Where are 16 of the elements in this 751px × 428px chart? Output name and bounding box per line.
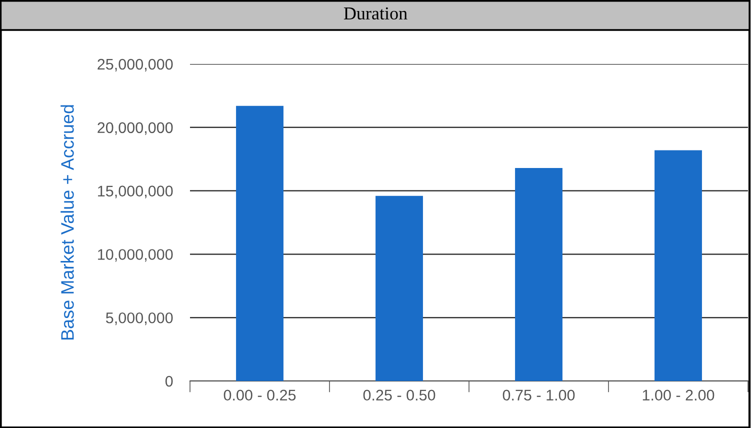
y-tick-label: 10,000,000 [98, 249, 173, 262]
bar [236, 106, 284, 381]
x-tick-label: 1.00 - 2.00 [642, 390, 714, 401]
y-tick-label: 20,000,000 [98, 122, 173, 135]
chart-title: Duration [344, 7, 408, 20]
x-tick-label: 0.00 - 0.25 [224, 390, 296, 401]
x-tick-label: 0.25 - 0.50 [363, 390, 436, 401]
y-tick-label: 5,000,000 [106, 312, 173, 326]
bar [515, 168, 562, 381]
y-axis-title: Base Market Value + Accrued [60, 105, 74, 340]
bar [376, 196, 423, 381]
y-tick-label: 25,000,000 [98, 58, 173, 72]
y-tick-label: 15,000,000 [98, 186, 173, 198]
bar [654, 150, 702, 381]
x-tick-label: 0.75 - 1.00 [502, 390, 575, 401]
y-tick-label: 0 [165, 376, 173, 387]
